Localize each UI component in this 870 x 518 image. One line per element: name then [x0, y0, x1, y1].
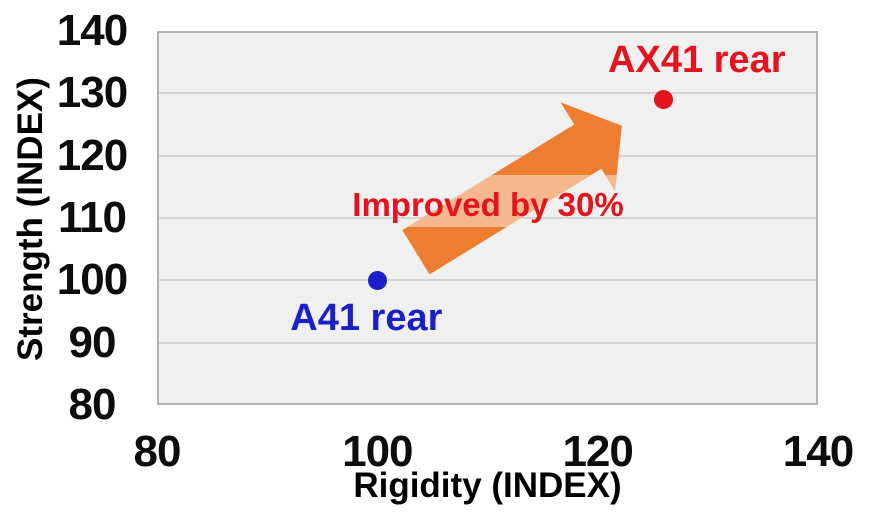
y-tick-label-90: 90 [68, 317, 117, 367]
y-tick-label-140: 140 [56, 6, 128, 55]
x-tick-label-80: 80 [133, 427, 182, 476]
y-axis-title: Strength (INDEX) [11, 77, 50, 361]
y-tick-label-110: 110 [58, 193, 127, 242]
x-axis-title: Rigidity (INDEX) [353, 466, 622, 505]
gridline-y-120 [159, 154, 816, 157]
y-tick-label-100: 100 [56, 255, 128, 305]
x-tick-label-120: 120 [562, 427, 633, 476]
data-point-a41-rear [367, 270, 387, 290]
y-tick-label-80: 80 [68, 380, 117, 429]
point-label-a41-rear: A41 rear [290, 297, 443, 340]
data-point-ax41-rear [654, 90, 674, 110]
gridline-y-100 [159, 279, 816, 282]
gridline-y-90 [159, 341, 816, 344]
y-tick-label-130: 130 [56, 68, 128, 118]
gridline-y-130 [159, 92, 816, 95]
x-tick-label-100: 100 [342, 427, 413, 476]
x-tick-label-140: 140 [782, 427, 854, 476]
y-tick-label-120: 120 [56, 130, 128, 180]
improvement-annotation: Improved by 30% [352, 186, 624, 223]
point-label-ax41-rear: AX41 rear [608, 38, 786, 81]
